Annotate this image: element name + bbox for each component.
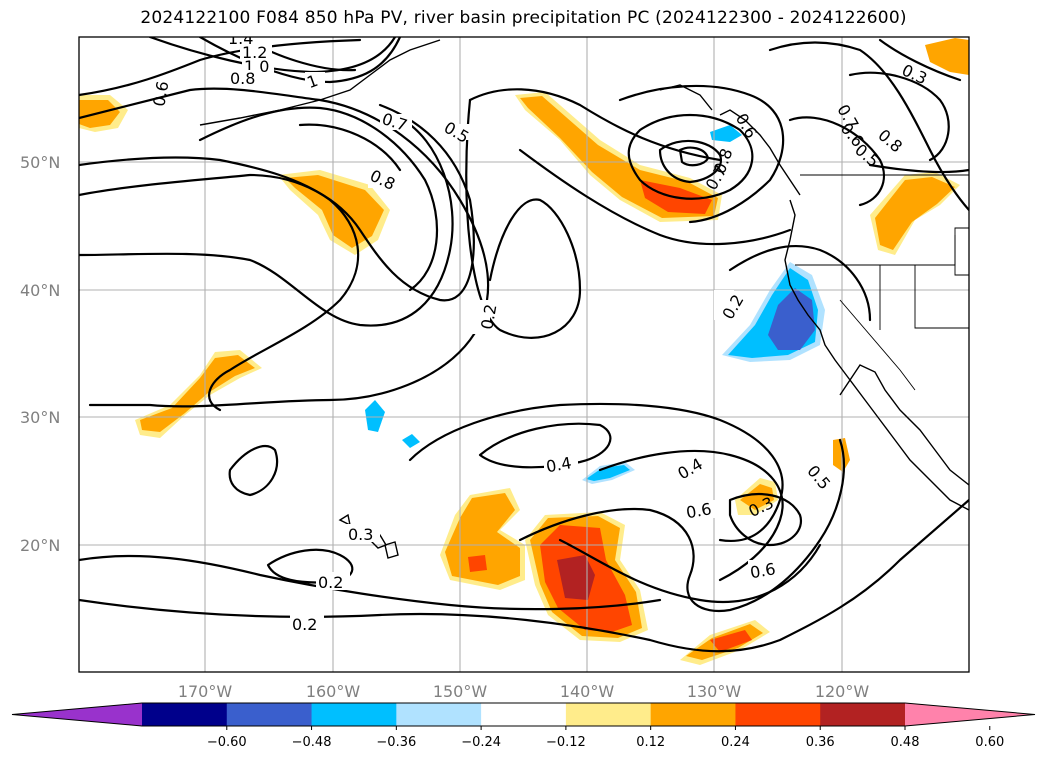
colorbar-bin (142, 703, 228, 726)
lat-label: 50°N (20, 153, 60, 172)
longitude-labels: 170°W 160°W 150°W 140°W 130°W 120°W (178, 682, 870, 701)
colorbar-tick-label: 0.48 (891, 735, 920, 750)
lon-label: 140°W (560, 682, 615, 701)
colorbar-tick-label: −0.36 (376, 735, 416, 750)
colorbar-tick-label: −0.60 (207, 735, 247, 750)
colorbar-tick-label: −0.12 (546, 735, 586, 750)
lon-label: 170°W (178, 682, 233, 701)
colorbar-bin (311, 703, 397, 726)
map-title: 2024122100 F084 850 hPa PV, river basin … (140, 8, 907, 28)
lat-label: 40°N (20, 281, 60, 300)
coastlines (199, 39, 969, 559)
colorbar-tick-label: 0.60 (975, 735, 1004, 750)
lon-label: 160°W (306, 682, 361, 701)
pv-contours (79, 37, 969, 653)
colorbar-outline (11, 702, 1036, 727)
contour-label: 1.4 (228, 29, 253, 48)
colorbar-bin (226, 703, 313, 726)
contour-label: 1.2 (242, 43, 267, 62)
colorbar: −0.60 −0.48 −0.36 −0.24 −0.12 0.12 0.24 0.36 0.4… (11, 702, 1036, 750)
contour-label: 0.6 (685, 499, 713, 522)
colorbar-bin (565, 703, 652, 726)
lat-label: 20°N (20, 536, 60, 555)
map-frame (78, 36, 970, 673)
colorbar-bin (735, 703, 821, 726)
contour-label: 0.2 (318, 573, 343, 592)
contour-label: 0.4 (545, 453, 573, 476)
colorbar-tick-label: −0.24 (461, 735, 501, 750)
colorbar-tick-label: −0.48 (292, 735, 332, 750)
contour-label: 0.2 (292, 615, 317, 634)
lon-label: 130°W (687, 682, 742, 701)
colorbar-tick-label: 0.24 (721, 735, 750, 750)
contour-label: 0.3 (348, 525, 373, 544)
colorbar-bin (820, 703, 906, 726)
colorbar-bin (481, 703, 567, 726)
colorbar-bin (396, 703, 482, 726)
contour-label: 0.8 (230, 69, 255, 88)
latitude-labels: 50°N 40°N 30°N 20°N (20, 153, 60, 555)
colorbar-tick-label: 0.36 (806, 735, 835, 750)
contour-label: 0.6 (149, 80, 172, 108)
colorbar-bin (650, 703, 736, 726)
lon-label: 150°W (433, 682, 488, 701)
contour-label: 0.6 (749, 559, 777, 582)
contour-label: 0.2 (477, 303, 500, 331)
colorbar-extend-high (905, 703, 1035, 726)
lat-label: 30°N (20, 408, 60, 427)
colorbar-extend-low (12, 703, 142, 726)
lon-label: 120°W (815, 682, 870, 701)
colorbar-tick-label: 0.12 (636, 735, 665, 750)
